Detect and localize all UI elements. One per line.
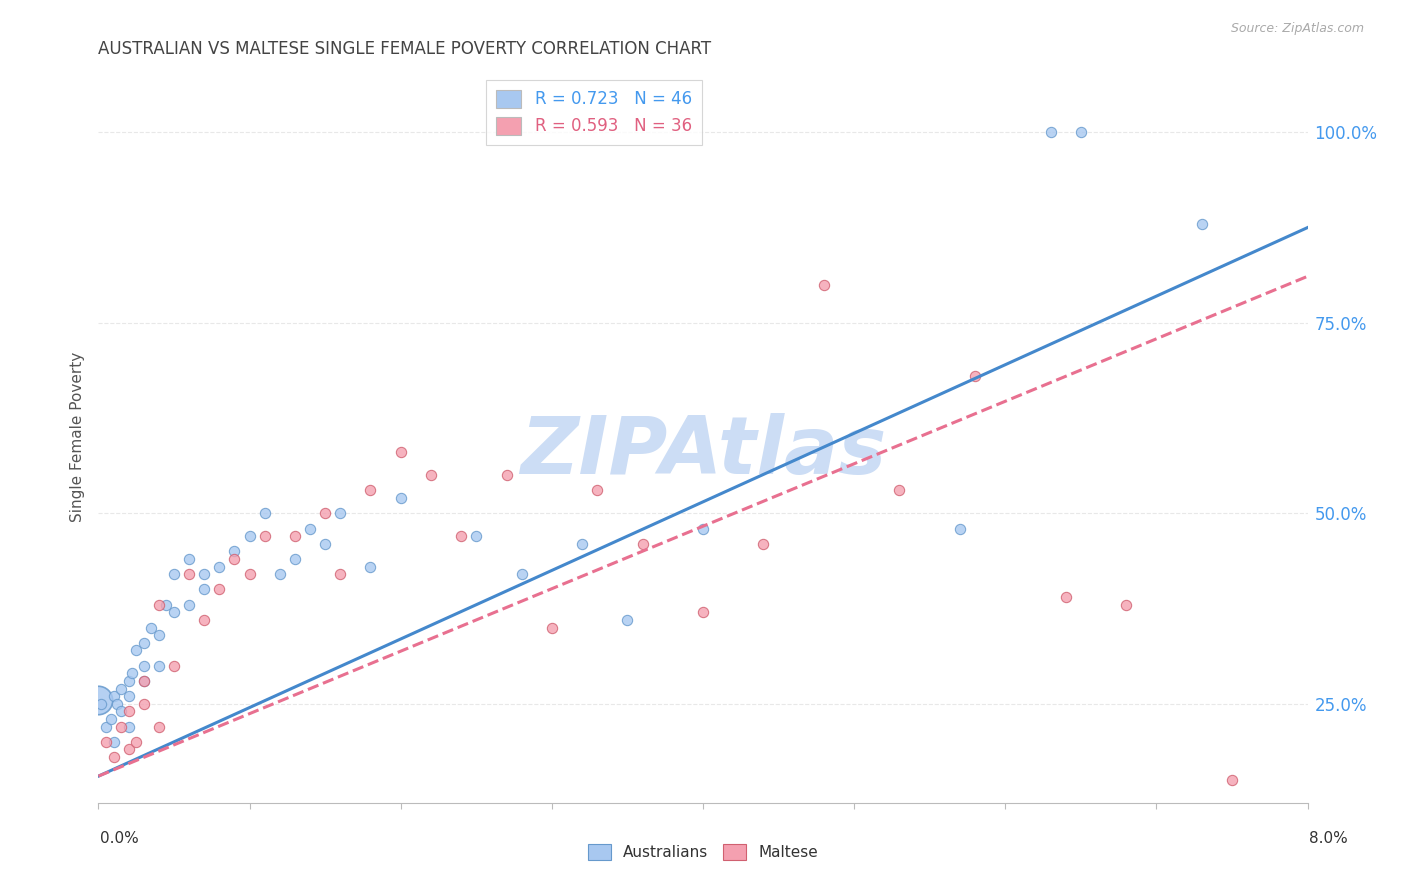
- Y-axis label: Single Female Poverty: Single Female Poverty: [69, 352, 84, 522]
- Point: [692, 605, 714, 619]
- Point: [389, 491, 412, 505]
- Point: [110, 705, 132, 719]
- Point: [118, 689, 141, 703]
- Point: [163, 567, 186, 582]
- Legend: R = 0.723   N = 46, R = 0.593   N = 36: R = 0.723 N = 46, R = 0.593 N = 36: [486, 79, 702, 145]
- Point: [253, 506, 276, 520]
- Point: [631, 537, 654, 551]
- Point: [155, 598, 177, 612]
- Point: [141, 621, 163, 635]
- Point: [284, 529, 307, 543]
- Point: [1115, 598, 1137, 612]
- Point: [105, 697, 128, 711]
- Point: [132, 673, 155, 688]
- Point: [118, 705, 141, 719]
- Point: [100, 712, 122, 726]
- Text: 0.0%: 0.0%: [100, 831, 139, 846]
- Point: [125, 643, 148, 657]
- Point: [314, 537, 336, 551]
- Point: [163, 658, 186, 673]
- Point: [510, 567, 533, 582]
- Point: [148, 628, 170, 642]
- Point: [284, 552, 307, 566]
- Point: [329, 506, 352, 520]
- Point: [450, 529, 472, 543]
- Point: [125, 735, 148, 749]
- Point: [329, 567, 352, 582]
- Point: [1191, 217, 1213, 231]
- Point: [813, 277, 835, 292]
- Point: [465, 529, 488, 543]
- Point: [193, 582, 215, 597]
- Point: [121, 666, 143, 681]
- Point: [132, 658, 155, 673]
- Point: [224, 552, 246, 566]
- Point: [193, 613, 215, 627]
- Point: [540, 621, 562, 635]
- Point: [193, 567, 215, 582]
- Point: [586, 483, 609, 498]
- Point: [1220, 772, 1243, 787]
- Point: [495, 468, 517, 483]
- Point: [1039, 125, 1062, 139]
- Point: [94, 720, 117, 734]
- Point: [179, 598, 201, 612]
- Point: [314, 506, 336, 520]
- Point: [269, 567, 291, 582]
- Point: [103, 750, 125, 764]
- Point: [889, 483, 911, 498]
- Point: [224, 544, 246, 558]
- Point: [94, 735, 117, 749]
- Point: [110, 720, 132, 734]
- Point: [132, 697, 155, 711]
- Point: [90, 697, 112, 711]
- Point: [132, 636, 155, 650]
- Point: [179, 552, 201, 566]
- Point: [110, 681, 132, 696]
- Point: [239, 529, 262, 543]
- Point: [118, 720, 141, 734]
- Point: [571, 537, 593, 551]
- Point: [87, 693, 110, 707]
- Point: [616, 613, 638, 627]
- Point: [239, 567, 262, 582]
- Point: [148, 720, 170, 734]
- Point: [360, 559, 382, 574]
- Point: [949, 521, 972, 535]
- Point: [148, 658, 170, 673]
- Point: [253, 529, 276, 543]
- Point: [118, 673, 141, 688]
- Point: [752, 537, 775, 551]
- Text: AUSTRALIAN VS MALTESE SINGLE FEMALE POVERTY CORRELATION CHART: AUSTRALIAN VS MALTESE SINGLE FEMALE POVE…: [98, 40, 711, 58]
- Point: [1070, 125, 1092, 139]
- Point: [360, 483, 382, 498]
- Point: [118, 742, 141, 756]
- Point: [692, 521, 714, 535]
- Point: [163, 605, 186, 619]
- Point: [208, 559, 231, 574]
- Point: [299, 521, 322, 535]
- Legend: Australians, Maltese: Australians, Maltese: [582, 838, 824, 866]
- Point: [103, 689, 125, 703]
- Text: Source: ZipAtlas.com: Source: ZipAtlas.com: [1230, 22, 1364, 36]
- Point: [208, 582, 231, 597]
- Text: ZIPAtlas: ZIPAtlas: [520, 413, 886, 491]
- Point: [389, 445, 412, 459]
- Text: 8.0%: 8.0%: [1309, 831, 1348, 846]
- Point: [148, 598, 170, 612]
- Point: [103, 735, 125, 749]
- Point: [132, 673, 155, 688]
- Point: [965, 369, 987, 384]
- Point: [1054, 590, 1077, 604]
- Point: [420, 468, 443, 483]
- Point: [179, 567, 201, 582]
